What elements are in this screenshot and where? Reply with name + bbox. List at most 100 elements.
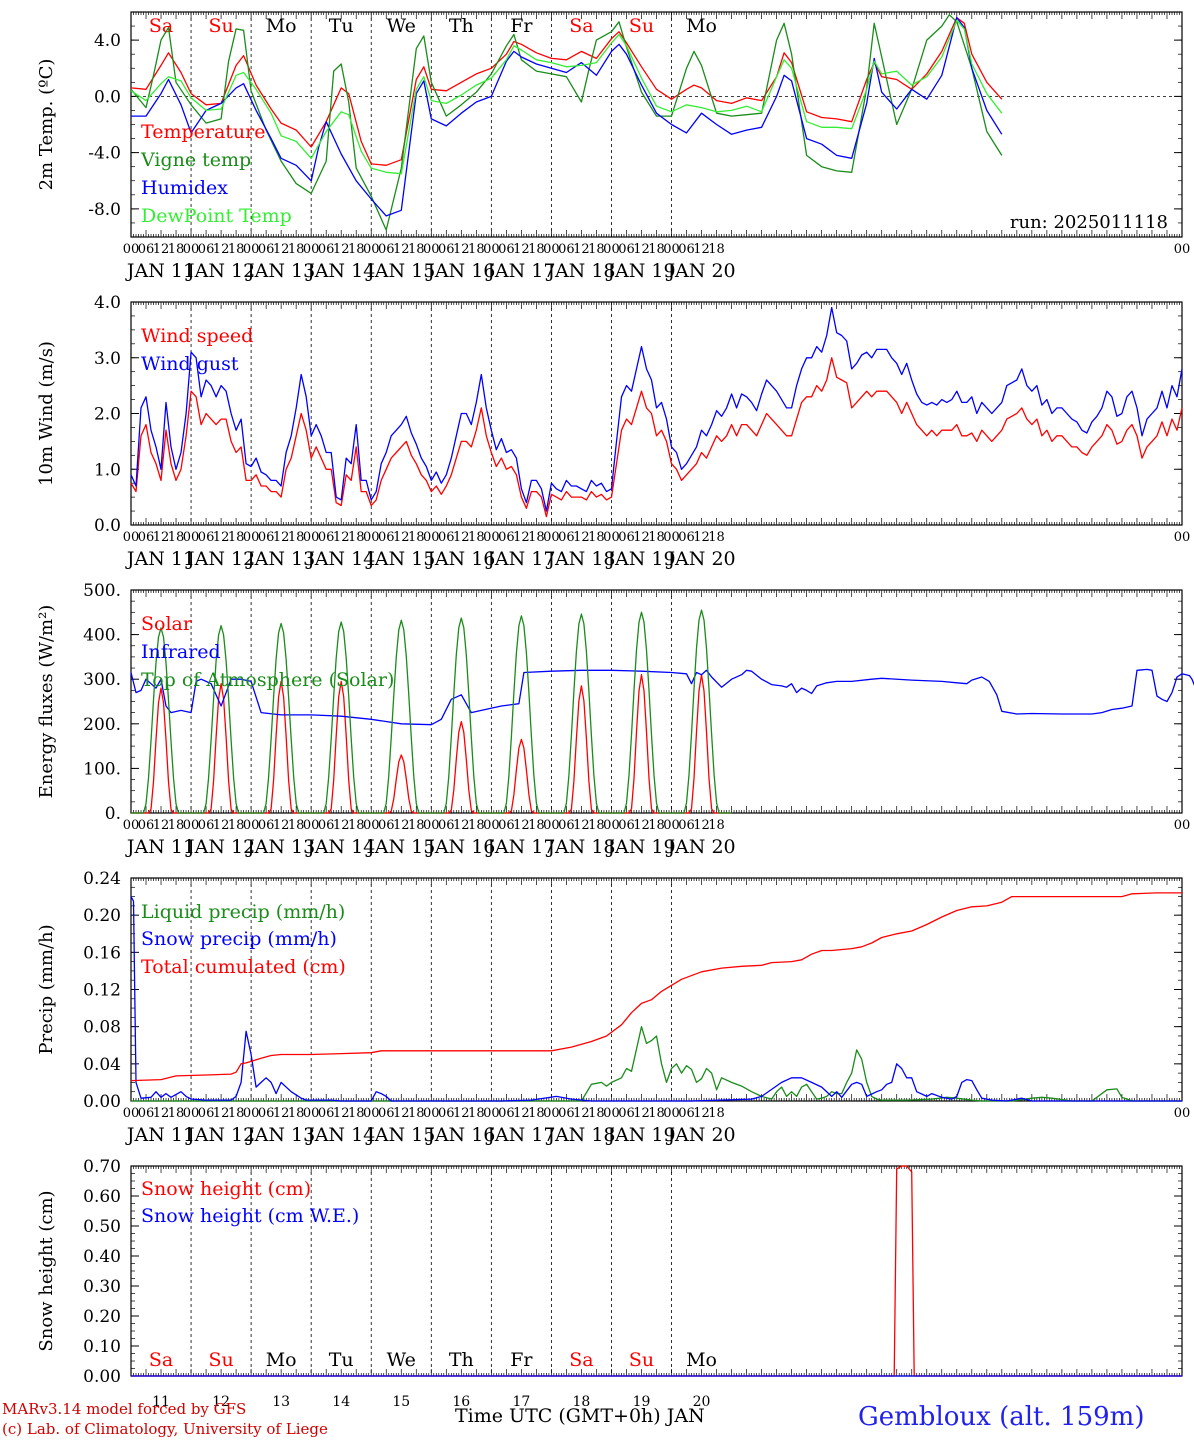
- hour-label: 06: [198, 242, 215, 257]
- series-line: [130, 16, 1003, 166]
- y-axis-label: 10m Wind (m/s): [36, 341, 57, 486]
- legend-entry: DewPoint Temp: [141, 205, 292, 227]
- hour-label: 06: [318, 818, 335, 833]
- hour-label: 00: [1174, 242, 1191, 257]
- legend-entry: Snow precip (mm/h): [141, 928, 337, 950]
- y-axis-label: Snow height (cm): [36, 1190, 57, 1351]
- y-tick-label: 300.: [83, 670, 121, 690]
- legend-entry: Wind gust: [141, 353, 239, 375]
- hour-label: 12: [213, 242, 230, 257]
- plot-frame: [130, 11, 1183, 238]
- series-line: [131, 674, 732, 814]
- hour-label: 00: [123, 818, 140, 833]
- hour-label: 06: [558, 1106, 575, 1121]
- panel-4: 0.00 0.04 0.08 0.12 0.16 0.20 0.24 Precip (mm/h…: [36, 869, 1190, 1146]
- day-number: 14: [332, 1394, 350, 1410]
- hour-label: 06: [438, 1106, 455, 1121]
- hour-label: 18: [588, 242, 605, 257]
- hour-label: 00: [543, 530, 560, 545]
- y-tick-label: 0.30: [83, 1277, 121, 1297]
- hour-label: 06: [258, 242, 275, 257]
- hour-label: 06: [198, 1106, 215, 1121]
- date-label: JAN 11: [125, 836, 195, 858]
- hour-label: 12: [453, 242, 470, 257]
- hour-label: 00: [363, 818, 380, 833]
- hour-label: 00: [363, 530, 380, 545]
- weekday-label: Sa: [149, 1349, 173, 1371]
- hour-label: 12: [273, 242, 290, 257]
- hour-label: 18: [168, 530, 185, 545]
- date-label: JAN 20: [665, 1124, 735, 1146]
- y-tick-label: 0.60: [83, 1187, 121, 1207]
- date-label: JAN 16: [425, 548, 495, 570]
- hour-label: 12: [393, 1106, 410, 1121]
- hour-label: 06: [498, 1106, 515, 1121]
- hour-label: 12: [153, 1106, 170, 1121]
- legend-entry: Solar: [141, 613, 193, 635]
- series-line: [131, 1165, 1182, 1377]
- hour-label: 12: [333, 242, 350, 257]
- weekday-label: Mo: [686, 1349, 717, 1371]
- weekday-label: Mo: [266, 15, 297, 37]
- date-label: JAN 16: [425, 1124, 495, 1146]
- hour-label: 06: [258, 818, 275, 833]
- hour-label: 18: [288, 242, 305, 257]
- hour-label: 06: [498, 242, 515, 257]
- hour-label: 12: [633, 818, 650, 833]
- date-label: JAN 18: [545, 548, 615, 570]
- hour-label: 06: [378, 242, 395, 257]
- hour-label: 18: [168, 818, 185, 833]
- date-label: JAN 19: [605, 548, 675, 570]
- date-label: JAN 19: [605, 836, 675, 858]
- date-label: JAN 12: [185, 260, 255, 282]
- date-label: JAN 15: [365, 548, 435, 570]
- hour-label: 00: [483, 1106, 500, 1121]
- hour-label: 18: [408, 1106, 425, 1121]
- date-label: JAN 18: [545, 836, 615, 858]
- hour-label: 12: [693, 530, 710, 545]
- series-line: [130, 19, 1003, 175]
- legend-entry: Humidex: [141, 177, 228, 199]
- hour-label: 12: [453, 530, 470, 545]
- date-label: JAN 13: [245, 836, 315, 858]
- y-tick-label: 0.00: [83, 1367, 121, 1387]
- date-label: JAN 17: [485, 836, 555, 858]
- y-tick-label: 0.10: [83, 1337, 121, 1357]
- day-number: 16: [452, 1394, 470, 1410]
- hour-label: 06: [558, 818, 575, 833]
- hour-label: 12: [333, 1106, 350, 1121]
- date-label: JAN 14: [305, 1124, 375, 1146]
- series-line: [130, 306, 1183, 512]
- hour-label: 12: [513, 242, 530, 257]
- legend-entry: Wind speed: [141, 325, 253, 347]
- date-label: JAN 17: [485, 1124, 555, 1146]
- hour-label: 06: [198, 530, 215, 545]
- legend-entry: Snow height (cm W.E.): [141, 1205, 359, 1227]
- date-label: JAN 16: [425, 260, 495, 282]
- hour-label: 06: [378, 818, 395, 833]
- day-number: 18: [573, 1394, 591, 1410]
- hour-label: 12: [153, 530, 170, 545]
- hour-label: 00: [483, 530, 500, 545]
- day-number: 15: [392, 1394, 410, 1410]
- hour-label: 18: [288, 818, 305, 833]
- y-tick-label: 200.: [83, 715, 121, 735]
- hour-label: 18: [528, 818, 545, 833]
- hour-label: 18: [588, 1106, 605, 1121]
- hour-label: 12: [153, 818, 170, 833]
- weekday-label: Fr: [510, 15, 533, 37]
- weekday-label: Su: [208, 15, 233, 37]
- hour-label: 12: [213, 818, 230, 833]
- hour-label: 12: [693, 242, 710, 257]
- hour-label: 18: [588, 530, 605, 545]
- hour-label: 18: [648, 242, 665, 257]
- hour-label: 12: [213, 1106, 230, 1121]
- date-label: JAN 15: [365, 1124, 435, 1146]
- hour-label: 00: [243, 530, 260, 545]
- hour-label: 18: [648, 1106, 665, 1121]
- date-label: JAN 12: [185, 548, 255, 570]
- hour-label: 06: [198, 818, 215, 833]
- date-label: JAN 11: [125, 548, 195, 570]
- hour-label: 06: [138, 1106, 155, 1121]
